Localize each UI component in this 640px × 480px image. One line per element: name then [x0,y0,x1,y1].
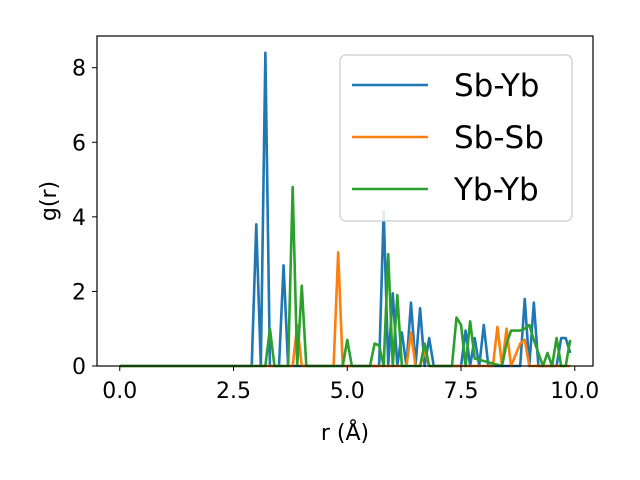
x-tick-label: 5.0 [330,379,365,404]
x-tick-label: 7.5 [444,379,479,404]
x-ticks: 0.0 2.5 5.0 7.5 10.0 [102,366,599,404]
legend-label-sb-yb: Sb-Yb [454,68,539,104]
x-tick-label: 10.0 [550,379,599,404]
y-tick-label: 8 [72,57,86,82]
y-tick-label: 0 [72,355,86,380]
legend-label-sb-sb: Sb-Sb [454,120,544,156]
y-tick-label: 2 [72,280,86,305]
y-tick-label: 6 [72,131,86,156]
y-axis-label: g(r) [37,181,62,221]
series-line-yb-yb [119,185,572,368]
y-tick-label: 4 [72,206,86,231]
y-ticks: 0 2 4 6 8 [72,57,97,380]
plot-frame [96,35,594,367]
legend: Sb-Yb Sb-Sb Yb-Yb [339,54,573,222]
x-axis-label: r (Å) [321,419,369,446]
legend-box [339,54,573,222]
x-tick-label: 0.0 [102,379,137,404]
series-line-sb-yb [119,51,572,368]
legend-label-yb-yb: Yb-Yb [453,172,539,208]
x-tick-label: 2.5 [216,379,251,404]
